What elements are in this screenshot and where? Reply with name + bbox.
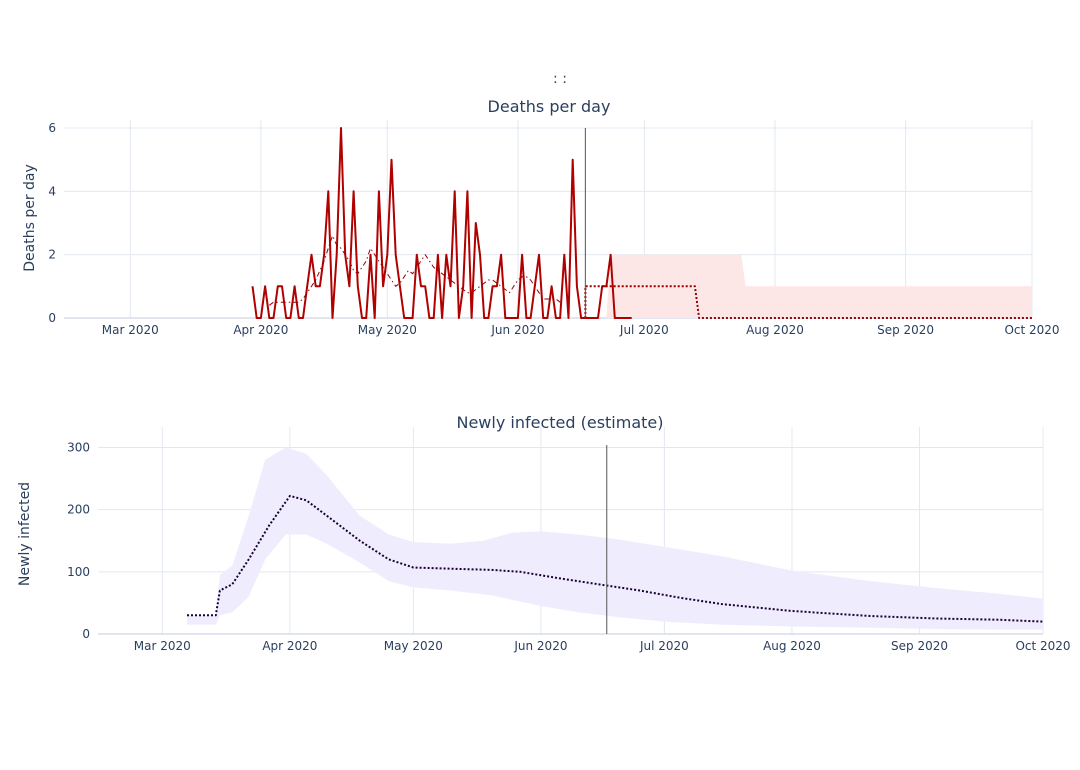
infected-series-group xyxy=(187,445,1044,634)
infected-grid xyxy=(98,427,1044,635)
deaths-forecast-band xyxy=(606,254,1032,318)
infected-y-tick-label: 200 xyxy=(67,503,90,517)
deaths-x-tick-label: Jul 2020 xyxy=(619,323,669,337)
deaths-x-tick-label: Mar 2020 xyxy=(102,323,159,337)
infected-x-tick-label: Jul 2020 xyxy=(639,639,689,653)
infected-y-axis-title: Newly infected xyxy=(17,482,33,586)
infected-x-tick-label: May 2020 xyxy=(384,639,443,653)
infected-x-tick-label: Oct 2020 xyxy=(1015,639,1070,653)
deaths-chart: Mar 2020 Apr 2020 May 2020 Jun 2020 Jul 2020… xyxy=(22,97,1060,337)
deaths-axis-ticks: Mar 2020 Apr 2020 May 2020 Jun 2020 Jul 2020… xyxy=(48,121,1059,337)
infected-x-tick-label: Jun 2020 xyxy=(513,639,567,653)
infected-estimate-range-area xyxy=(187,447,1043,630)
infected-chart-title: Newly infected (estimate) xyxy=(456,413,663,432)
infected-axis-ticks: Mar 2020 Apr 2020 May 2020 Jun 2020 Jul 2020… xyxy=(67,440,1070,653)
infected-y-tick-label: 100 xyxy=(67,565,90,579)
infected-x-tick-label: Aug 2020 xyxy=(763,639,821,653)
deaths-x-tick-label: Jun 2020 xyxy=(490,323,544,337)
infected-chart: Mar 2020 Apr 2020 May 2020 Jun 2020 Jul 2020… xyxy=(17,413,1071,653)
deaths-daily-line xyxy=(251,127,632,319)
deaths-x-tick-label: Sep 2020 xyxy=(877,323,934,337)
deaths-y-tick-label: 2 xyxy=(48,248,56,262)
deaths-rolling-average-line xyxy=(269,235,561,306)
infected-estimate-band xyxy=(187,447,1043,630)
deaths-x-tick-label: Apr 2020 xyxy=(233,323,288,337)
infected-x-tick-label: Mar 2020 xyxy=(134,639,191,653)
deaths-x-tick-label: Aug 2020 xyxy=(746,323,804,337)
deaths-chart-title: Deaths per day xyxy=(488,97,611,116)
infected-x-tick-label: Apr 2020 xyxy=(262,639,317,653)
deaths-y-axis-title: Deaths per day xyxy=(22,164,38,272)
infected-y-tick-label: 0 xyxy=(82,627,90,641)
infected-y-tick-label: 300 xyxy=(67,440,90,454)
deaths-y-tick-label: 4 xyxy=(48,184,56,198)
infected-x-tick-label: Sep 2020 xyxy=(891,639,948,653)
infected-median-line xyxy=(187,494,1044,623)
deaths-forecast-range-area xyxy=(606,254,1032,318)
deaths-y-tick-label: 0 xyxy=(48,311,56,325)
deaths-x-tick-label: Oct 2020 xyxy=(1004,323,1059,337)
figure-top-title: : : xyxy=(553,71,567,87)
deaths-series-group xyxy=(251,127,1032,319)
deaths-y-tick-label: 6 xyxy=(48,121,56,135)
deaths-x-tick-label: May 2020 xyxy=(358,323,417,337)
